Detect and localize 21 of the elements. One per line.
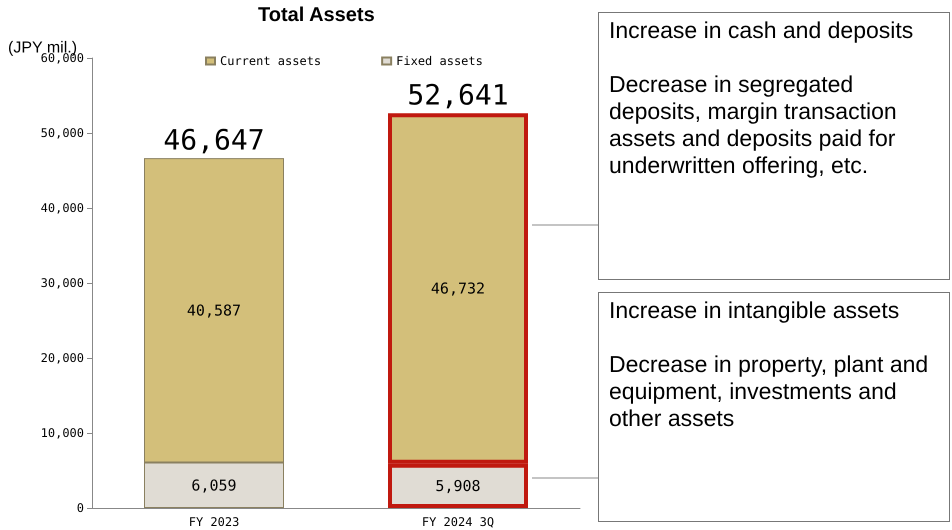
- chart-title: Total Assets: [258, 4, 375, 26]
- x-tick-label: FY 2023: [188, 515, 240, 529]
- data-label: 6,059: [191, 476, 237, 494]
- y-tick-label: 50,000: [40, 126, 84, 140]
- text: Decrease in segregated deposits, margin transaction assets and deposits paid for underwritten offering, etc.: [609, 71, 898, 179]
- total-label: 46,647: [163, 124, 265, 157]
- data-label: 46,732: [430, 279, 486, 298]
- text: Increase in cash and deposits: [609, 17, 914, 44]
- data-label: 5,908: [435, 476, 481, 495]
- legend-label: Fixed assets: [396, 54, 483, 68]
- text: Increase in intangible assets: [609, 297, 900, 324]
- y-tick-label: 20,000: [40, 351, 84, 365]
- legend-label: Current assets: [220, 54, 322, 68]
- data-label: 40,587: [186, 301, 242, 320]
- total-label: 52,641: [407, 78, 509, 112]
- y-tick-label: 30,000: [40, 276, 84, 290]
- y-tick-label: 40,000: [40, 201, 84, 215]
- y-tick-label: 0: [76, 501, 84, 515]
- y-tick-label: 10,000: [40, 426, 84, 440]
- x-tick-label: FY 2024 3Q: [422, 515, 494, 529]
- text: Decrease in property, plant and equipment, investments and other assets: [609, 351, 930, 432]
